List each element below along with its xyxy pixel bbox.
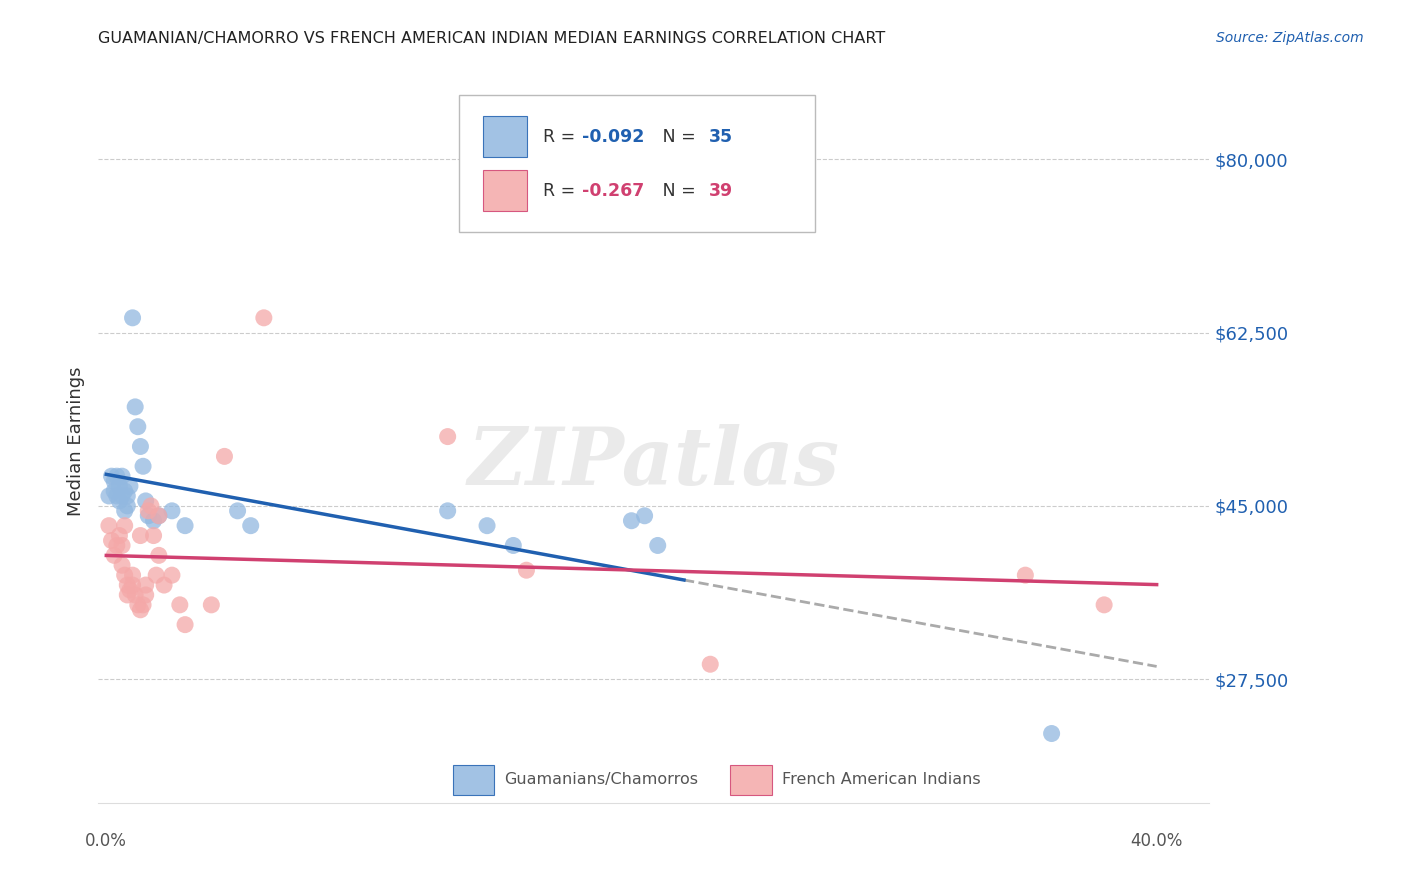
Point: [160, 504, 183, 518]
Text: GUAMANIAN/CHAMORRO VS FRENCH AMERICAN INDIAN MEDIAN EARNINGS CORRELATION CHART: GUAMANIAN/CHAMORRO VS FRENCH AMERICAN IN…: [98, 31, 886, 46]
Point: [129, 440, 152, 454]
Point: [145, 568, 167, 582]
Point: [97, 489, 120, 503]
Point: [174, 617, 197, 632]
Point: [117, 489, 139, 503]
Point: [105, 469, 128, 483]
Point: [139, 499, 162, 513]
Point: [111, 558, 134, 573]
Text: R =: R =: [543, 182, 581, 200]
Text: 0.0%: 0.0%: [86, 832, 127, 850]
Point: [169, 598, 191, 612]
Point: [114, 568, 136, 582]
Point: [103, 474, 125, 488]
Text: 39: 39: [710, 182, 734, 200]
Point: [100, 469, 122, 483]
Point: [127, 598, 149, 612]
Point: [436, 504, 458, 518]
Point: [114, 483, 136, 498]
Point: [135, 578, 157, 592]
Text: 35: 35: [710, 128, 734, 145]
Point: [117, 499, 139, 513]
FancyBboxPatch shape: [731, 764, 772, 795]
Point: [124, 400, 146, 414]
Point: [647, 539, 669, 553]
Point: [148, 549, 170, 563]
Point: [118, 479, 141, 493]
Text: -0.267: -0.267: [582, 182, 644, 200]
Point: [103, 549, 125, 563]
Point: [135, 494, 157, 508]
Point: [633, 508, 655, 523]
Point: [214, 450, 236, 464]
Point: [475, 518, 498, 533]
Point: [105, 489, 128, 503]
Point: [160, 568, 183, 582]
Point: [114, 504, 136, 518]
Point: [515, 563, 537, 577]
Point: [200, 598, 222, 612]
Point: [121, 568, 143, 582]
Point: [118, 582, 141, 597]
Text: N =: N =: [645, 128, 702, 145]
FancyBboxPatch shape: [482, 116, 527, 157]
Point: [142, 528, 165, 542]
Point: [132, 459, 155, 474]
Point: [135, 588, 157, 602]
FancyBboxPatch shape: [460, 95, 815, 232]
Point: [226, 504, 249, 518]
FancyBboxPatch shape: [482, 169, 527, 211]
Text: French American Indians: French American Indians: [782, 772, 980, 787]
Text: Guamanians/Chamorros: Guamanians/Chamorros: [503, 772, 697, 787]
Point: [1014, 568, 1036, 582]
Point: [148, 508, 170, 523]
Point: [129, 528, 152, 542]
Text: N =: N =: [645, 182, 702, 200]
Point: [111, 539, 134, 553]
Point: [253, 310, 276, 325]
Point: [117, 578, 139, 592]
Point: [114, 518, 136, 533]
Point: [148, 508, 170, 523]
Point: [136, 508, 159, 523]
Point: [108, 528, 131, 542]
Point: [142, 514, 165, 528]
Point: [121, 310, 143, 325]
Text: Source: ZipAtlas.com: Source: ZipAtlas.com: [1216, 31, 1364, 45]
Point: [111, 469, 134, 483]
Point: [129, 603, 152, 617]
Point: [436, 429, 458, 443]
Text: ZIPatlas: ZIPatlas: [468, 425, 839, 502]
Text: 40.0%: 40.0%: [1130, 832, 1182, 850]
Point: [239, 518, 262, 533]
Point: [117, 588, 139, 602]
Point: [1092, 598, 1115, 612]
Point: [174, 518, 197, 533]
Point: [132, 598, 155, 612]
Point: [121, 578, 143, 592]
Point: [124, 588, 146, 602]
Point: [111, 489, 134, 503]
Point: [103, 483, 125, 498]
Point: [502, 539, 524, 553]
Y-axis label: Median Earnings: Median Earnings: [67, 367, 86, 516]
Point: [108, 479, 131, 493]
Point: [1040, 726, 1063, 740]
FancyBboxPatch shape: [453, 764, 494, 795]
Point: [699, 657, 721, 672]
Point: [97, 518, 120, 533]
Text: R =: R =: [543, 128, 581, 145]
Text: -0.092: -0.092: [582, 128, 644, 145]
Point: [153, 578, 176, 592]
Point: [620, 514, 643, 528]
Point: [108, 494, 131, 508]
Point: [105, 539, 128, 553]
Point: [136, 504, 159, 518]
Point: [127, 419, 149, 434]
Point: [100, 533, 122, 548]
